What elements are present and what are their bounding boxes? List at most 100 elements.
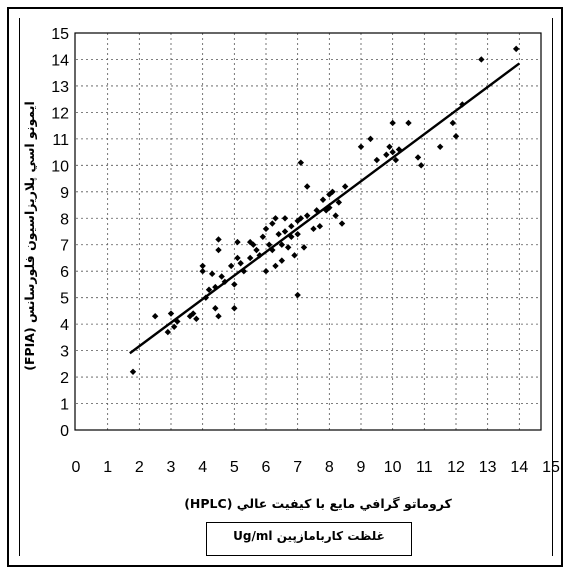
data-point: [212, 305, 219, 312]
x-tick-label: 3: [167, 459, 176, 476]
data-point: [392, 156, 400, 164]
data-point: [240, 268, 248, 275]
data-point: [436, 143, 444, 151]
data-point: [373, 156, 381, 164]
y-tick-label: 5: [60, 291, 69, 308]
panel-left-border: [19, 18, 20, 556]
data-point: [256, 252, 263, 259]
data-point: [297, 159, 305, 166]
y-tick-label: 10: [51, 158, 69, 175]
data-point: [199, 268, 206, 275]
data-point: [452, 133, 460, 140]
data-point: [205, 286, 213, 293]
data-point: [272, 215, 279, 222]
data-point: [250, 241, 257, 248]
data-point: [199, 262, 206, 270]
data-point: [234, 238, 241, 246]
data-point: [212, 283, 219, 291]
data-point: [231, 281, 238, 288]
data-point: [237, 260, 244, 267]
data-point: [278, 257, 286, 264]
data-point: [288, 233, 295, 240]
data-point: [202, 294, 210, 301]
data-point: [215, 236, 222, 243]
data-point: [288, 223, 295, 230]
data-point: [459, 101, 466, 108]
panel-right-border: [552, 18, 553, 556]
y-tick-label: 9: [60, 185, 69, 202]
x-axis-ticks: 0 1 2 3 4 5 6 7 8 9 10 11 12 13 14 15: [72, 459, 560, 476]
x-axis-title: كروماتو گرافي مايع با كيفيت عالي (HPLC): [184, 496, 452, 511]
y-tick-label: 2: [60, 370, 69, 387]
data-point: [221, 278, 229, 285]
data-point: [341, 183, 349, 190]
data-point: [383, 151, 390, 158]
data-point: [253, 246, 260, 254]
data-point: [265, 241, 273, 248]
data-point: [294, 291, 301, 299]
unit-label: غلظت كاربامازپين Ug/ml: [233, 529, 385, 543]
data-point: [313, 207, 320, 214]
y-tick-label: 1: [60, 397, 69, 414]
data-point: [329, 188, 336, 195]
data-point: [449, 119, 457, 127]
y-tick-label: 6: [60, 264, 69, 281]
data-point: [174, 318, 181, 325]
plot-area-border: [74, 32, 542, 431]
data-point: [294, 230, 301, 238]
data-point: [284, 244, 292, 251]
data-point: [170, 323, 178, 330]
data-point: [193, 315, 200, 323]
data-point: [218, 273, 225, 280]
y-tick-label: 15: [51, 26, 69, 43]
data-point: [417, 162, 425, 169]
data-point: [275, 230, 282, 238]
y-tick-label: 13: [51, 79, 69, 96]
data-point: [332, 212, 339, 219]
x-tick-label: 1: [103, 459, 112, 476]
data-point: [357, 143, 365, 151]
y-tick-label: 3: [60, 344, 69, 361]
data-point: [259, 233, 267, 240]
x-tick-label: 14: [510, 459, 528, 476]
data-point: [164, 328, 172, 336]
data-point: [389, 119, 396, 127]
y-tick-label: 12: [51, 105, 69, 122]
x-tick-label: 8: [325, 459, 334, 476]
y-tick-label: 0: [60, 423, 69, 440]
data-points: [129, 45, 520, 375]
data-point: [281, 215, 289, 222]
x-tick-label: 9: [357, 459, 366, 476]
data-point: [129, 368, 137, 375]
grid-lines: [76, 33, 541, 430]
data-point: [395, 146, 403, 153]
data-point: [338, 220, 346, 227]
data-point: [316, 223, 324, 230]
x-tick-label: 12: [447, 459, 465, 476]
x-tick-label: 15: [542, 459, 560, 476]
y-tick-label: 4: [60, 317, 69, 334]
data-point: [269, 246, 276, 254]
data-point: [405, 119, 412, 127]
data-point: [300, 244, 308, 251]
data-point: [326, 204, 333, 211]
x-tick-label: 5: [230, 459, 239, 476]
data-point: [189, 310, 197, 317]
data-point: [478, 56, 485, 63]
data-point: [227, 262, 235, 270]
data-point: [310, 225, 317, 233]
x-tick-label: 6: [262, 459, 271, 476]
regression-line: [129, 62, 521, 355]
data-point: [414, 154, 422, 161]
data-point: [512, 45, 520, 53]
x-tick-label: 11: [416, 459, 433, 476]
x-tick-label: 0: [72, 459, 81, 476]
data-point: [272, 262, 279, 270]
data-point: [231, 305, 238, 312]
data-point: [303, 183, 311, 190]
x-tick-label: 10: [384, 459, 402, 476]
y-tick-label: 8: [60, 211, 69, 228]
data-point: [269, 220, 276, 227]
data-point: [294, 217, 301, 225]
